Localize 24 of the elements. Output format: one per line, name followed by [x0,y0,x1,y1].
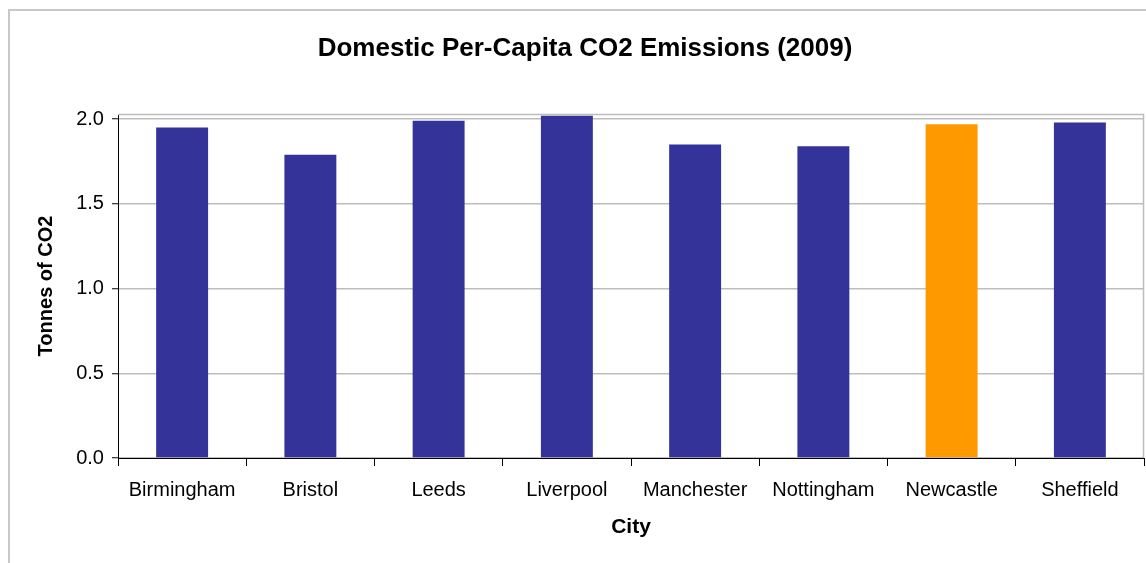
y-tick-label: 2.0 [76,106,104,129]
y-tick-label: 1.0 [76,276,104,299]
x-tick-label: Liverpool [526,477,608,500]
x-tick-label: Leeds [411,477,466,500]
x-tick-label: Newcastle [905,477,998,500]
bar [797,146,850,458]
x-tick-label: Manchester [642,477,748,500]
bar [925,124,978,458]
bar [412,120,465,458]
bar [540,115,593,458]
y-tick-label: 0.0 [76,445,104,468]
y-tick-label: 1.5 [76,191,104,214]
x-tick-label: Sheffield [1041,477,1119,500]
bar [156,127,209,458]
y-axis-title: Tonnes of CO2 [33,215,56,357]
bar [669,144,722,458]
bar [1053,122,1106,458]
x-tick-label: Birmingham [128,477,236,500]
x-tick-label: Nottingham [772,477,875,500]
x-tick-label: Bristol [282,477,339,500]
x-axis-title: City [611,514,652,538]
y-tick-label: 0.5 [76,360,104,383]
chart-title: Domestic Per-Capita CO2 Emissions (2009) [317,32,853,63]
bar [284,154,337,458]
